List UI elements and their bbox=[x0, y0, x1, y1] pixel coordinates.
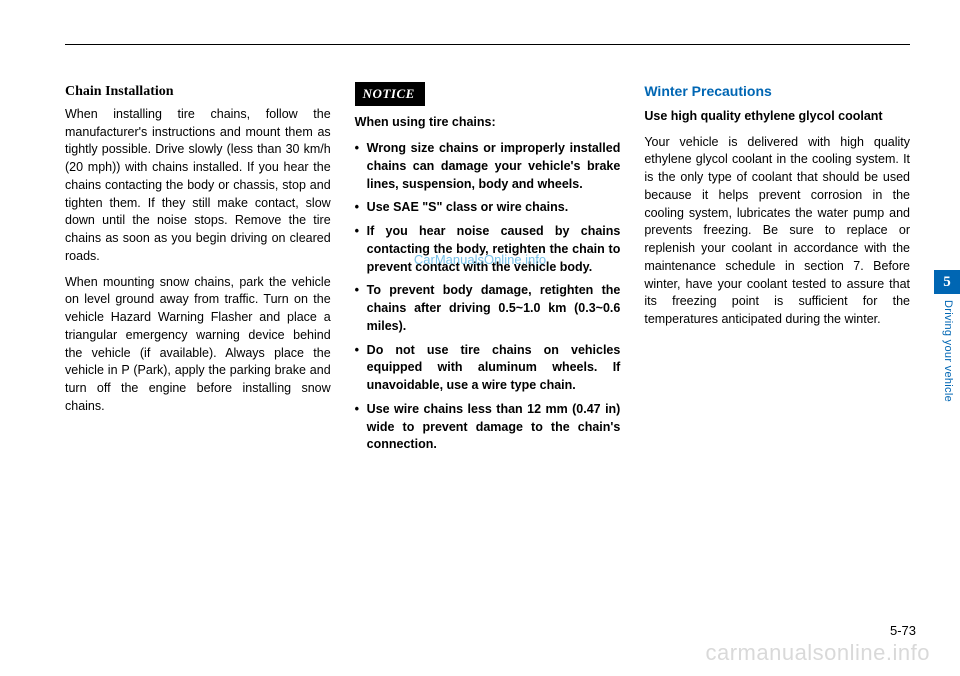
chapter-side-label: Driving your vehicle bbox=[942, 300, 954, 402]
watermark-footer: carmanualsonline.info bbox=[705, 640, 930, 666]
column-2: NOTICE When using tire chains: Wrong siz… bbox=[355, 60, 621, 460]
coolant-bold-lead: Use high quality ethylene glycol coolant bbox=[644, 108, 910, 126]
chain-installation-p1: When installing tire chains, follow the … bbox=[65, 106, 331, 266]
page-number: 5-73 bbox=[890, 623, 916, 638]
content-columns: Chain Installation When installing tire … bbox=[65, 60, 910, 460]
notice-label: NOTICE bbox=[355, 82, 425, 106]
notice-item: To prevent body damage, retighten the ch… bbox=[355, 282, 621, 335]
notice-item: Use SAE "S" class or wire chains. bbox=[355, 199, 621, 217]
chain-installation-p2: When mounting snow chains, park the vehi… bbox=[65, 274, 331, 416]
notice-item: If you hear noise caused by chains conta… bbox=[355, 223, 621, 276]
notice-item: Wrong size chains or improperly installe… bbox=[355, 140, 621, 193]
column-3: Winter Precautions Use high quality ethy… bbox=[644, 60, 910, 460]
chain-installation-heading: Chain Installation bbox=[65, 82, 331, 102]
notice-item: Do not use tire chains on vehicles equip… bbox=[355, 342, 621, 395]
notice-item: Use wire chains less than 12 mm (0.47 in… bbox=[355, 401, 621, 454]
coolant-body: Your vehicle is delivered with high qual… bbox=[644, 134, 910, 329]
column-1: Chain Installation When installing tire … bbox=[65, 60, 331, 460]
notice-list: Wrong size chains or improperly installe… bbox=[355, 140, 621, 454]
winter-precautions-heading: Winter Precautions bbox=[644, 82, 910, 102]
notice-lead: When using tire chains: bbox=[355, 114, 621, 132]
top-rule bbox=[65, 44, 910, 45]
chapter-tab: 5 bbox=[934, 270, 960, 294]
manual-page: Chain Installation When installing tire … bbox=[0, 0, 960, 676]
